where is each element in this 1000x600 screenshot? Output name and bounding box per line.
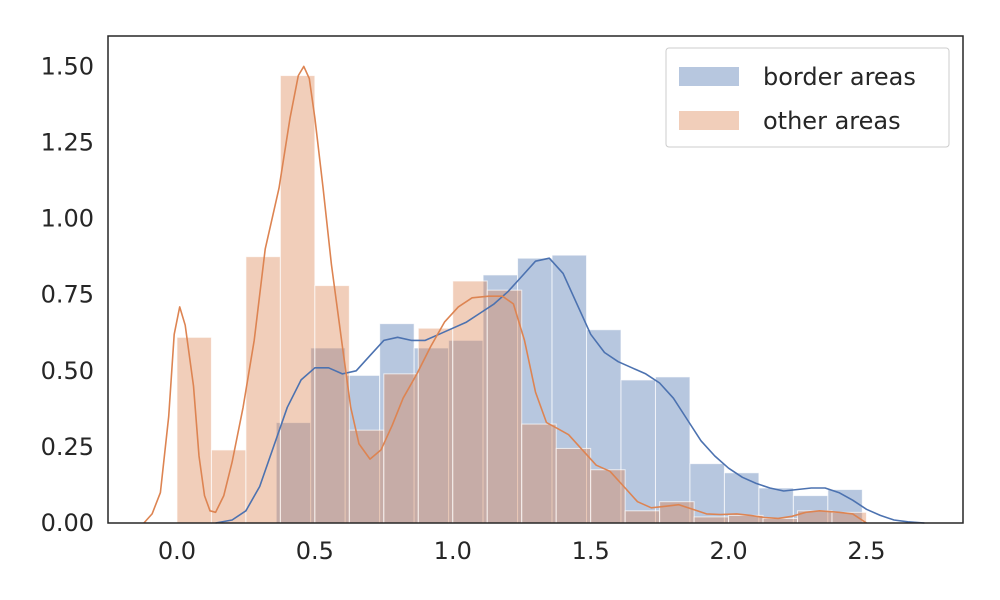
other-areas-bar-8: [452, 280, 488, 524]
border-areas-bar-0: [275, 422, 312, 524]
other-areas-bar-15: [693, 516, 730, 524]
border-areas-bar-12: [689, 463, 725, 524]
density-curves: [143, 65, 925, 524]
x-tick-label: 2.5: [847, 537, 885, 565]
other-areas-bar-12: [590, 469, 626, 524]
y-tick-label: 0.25: [41, 433, 94, 461]
legend: border areas other areas: [665, 47, 950, 148]
border-areas-legend-label: border areas: [763, 63, 916, 91]
histogram-bars: [176, 75, 867, 524]
other-areas-bar-10: [521, 423, 557, 524]
border-areas-bar-9: [586, 329, 622, 524]
other-areas-bar-11: [555, 447, 592, 524]
other-areas-bar-7: [417, 327, 454, 524]
border-areas-kde-line: [215, 257, 925, 524]
other-areas-legend-label: other areas: [763, 107, 901, 135]
border-areas-bar-15: [792, 495, 829, 524]
x-tick-label: 1.5: [572, 537, 610, 565]
x-tick-label: 0.5: [296, 537, 334, 565]
border-areas-bar-11: [654, 376, 691, 524]
other-areas-bar-6: [383, 373, 419, 524]
plot-frame: [107, 35, 964, 524]
y-tick-label: 0.00: [41, 509, 94, 537]
y-tick-label: 1.25: [41, 129, 94, 157]
x-tick-label: 1.0: [434, 537, 472, 565]
other-areas-bar-4: [314, 285, 350, 524]
y-tick-label: 1.00: [41, 205, 94, 233]
y-tick-label: 0.75: [41, 281, 94, 309]
border-areas-bar-1: [310, 347, 346, 524]
other-areas-bar-0: [176, 336, 212, 524]
border-areas-legend-swatch: [679, 67, 739, 86]
other-areas-legend-swatch: [679, 111, 739, 130]
border-areas-bar-8: [551, 254, 588, 524]
y-axis-ticks: 0.00 0.25 0.50 0.75 1.00 1.25 1.50: [41, 52, 94, 537]
x-axis-ticks: 0.0 0.5 1.0 1.5 2.0 2.5: [158, 537, 886, 565]
other-areas-bar-2: [245, 256, 281, 524]
other-areas-kde-line: [143, 65, 867, 524]
x-tick-label: 0.0: [158, 537, 196, 565]
y-tick-label: 0.50: [41, 357, 94, 385]
x-tick-label: 2.0: [709, 537, 747, 565]
other-areas-bar-9: [486, 289, 523, 524]
y-tick-label: 1.50: [41, 52, 94, 80]
other-areas-bar-13: [624, 510, 661, 524]
other-areas-bar-5: [348, 429, 385, 524]
legend-box: [665, 47, 950, 148]
